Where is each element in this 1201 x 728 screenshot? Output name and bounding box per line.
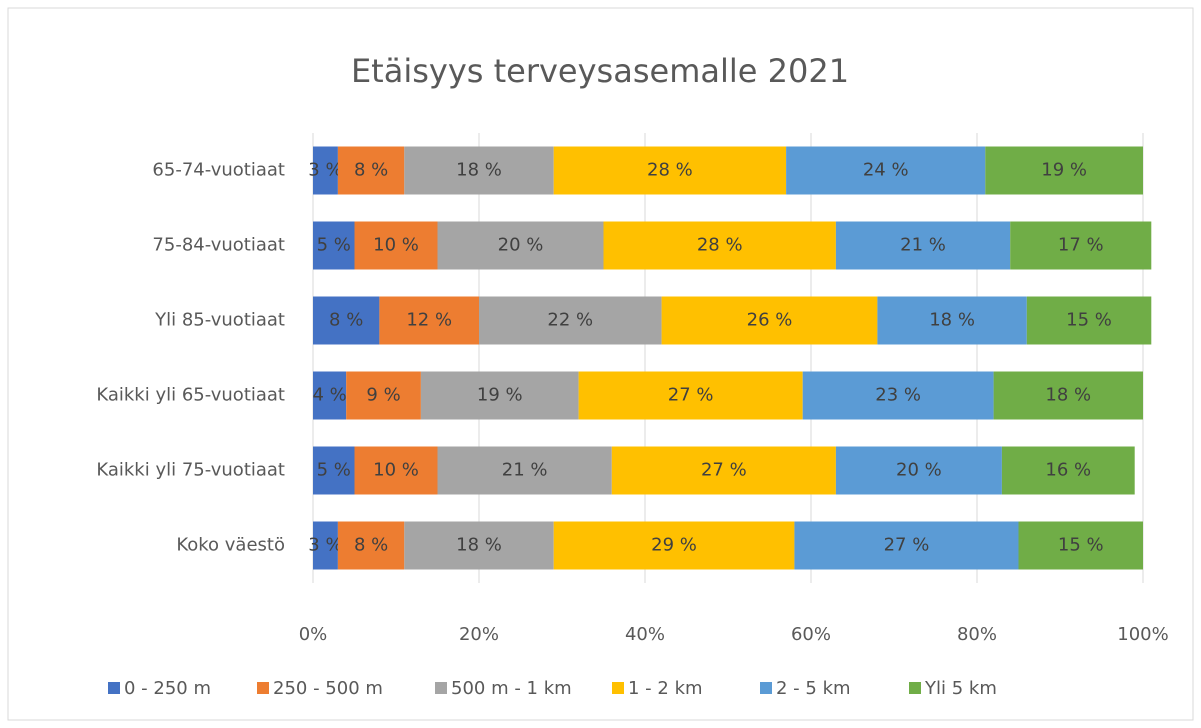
data-label: 21 % xyxy=(502,460,548,481)
legend-label: 1 - 2 km xyxy=(628,678,703,699)
data-label: 23 % xyxy=(875,385,921,406)
data-label: 26 % xyxy=(747,310,793,331)
x-tick-label: 0% xyxy=(299,624,328,645)
data-label: 10 % xyxy=(373,460,419,481)
bar-segment xyxy=(313,521,338,570)
y-tick-label: Kaikki yli 65-vuotiaat xyxy=(96,385,285,406)
data-label: 15 % xyxy=(1058,535,1104,556)
data-label: 3 % xyxy=(308,535,342,556)
legend-label: Yli 5 km xyxy=(924,678,997,699)
x-tick-label: 20% xyxy=(459,624,499,645)
data-label: 12 % xyxy=(406,310,452,331)
bar-segment xyxy=(313,146,338,195)
legend-label: 500 m - 1 km xyxy=(451,678,572,699)
data-label: 20 % xyxy=(896,460,942,481)
legend-swatch xyxy=(108,682,120,694)
bar-segment xyxy=(993,371,1143,420)
data-label: 18 % xyxy=(1045,385,1091,406)
bar-segment xyxy=(835,446,1002,495)
bar-segment xyxy=(578,371,803,420)
data-label: 18 % xyxy=(456,535,502,556)
bar-segment xyxy=(354,221,438,270)
bar-segment xyxy=(479,296,662,345)
bar-segment xyxy=(1018,521,1143,570)
legend-label: 0 - 250 m xyxy=(124,678,211,699)
bar-segment xyxy=(603,221,836,270)
y-tick-label: Koko väestö xyxy=(176,535,285,556)
data-label: 21 % xyxy=(900,235,946,256)
legend-swatch xyxy=(760,682,772,694)
bar-segment xyxy=(802,371,994,420)
data-label: 28 % xyxy=(697,235,743,256)
x-tick-label: 60% xyxy=(791,624,831,645)
bar-segment xyxy=(313,296,380,345)
bar-segment xyxy=(877,296,1027,345)
chart-border xyxy=(7,7,1194,721)
data-label: 5 % xyxy=(317,235,351,256)
bar-segment xyxy=(346,371,421,420)
bar-segment xyxy=(661,296,878,345)
bar-segment xyxy=(404,521,554,570)
data-label: 28 % xyxy=(647,160,693,181)
bar-segment xyxy=(379,296,479,345)
bar-segment xyxy=(354,446,438,495)
bar-segment xyxy=(1026,296,1152,345)
bar-segment xyxy=(313,221,355,270)
data-label: 16 % xyxy=(1045,460,1091,481)
x-tick-label: 80% xyxy=(957,624,997,645)
data-label: 27 % xyxy=(668,385,714,406)
legend-swatch xyxy=(909,682,921,694)
bar-segment xyxy=(611,446,836,495)
bar-segment xyxy=(1001,446,1135,495)
data-label: 20 % xyxy=(498,235,544,256)
data-label: 10 % xyxy=(373,235,419,256)
data-label: 3 % xyxy=(308,160,342,181)
bar-segment xyxy=(553,521,795,570)
data-label: 4 % xyxy=(312,385,346,406)
bar-segment xyxy=(985,146,1143,195)
legend-swatch xyxy=(435,682,447,694)
legend-swatch xyxy=(612,682,624,694)
data-label: 15 % xyxy=(1066,310,1112,331)
data-label: 8 % xyxy=(354,535,388,556)
legend-label: 250 - 500 m xyxy=(273,678,383,699)
x-tick-label: 100% xyxy=(1117,624,1168,645)
data-label: 8 % xyxy=(329,310,363,331)
data-label: 5 % xyxy=(317,460,351,481)
data-label: 29 % xyxy=(651,535,697,556)
data-label: 27 % xyxy=(701,460,747,481)
bar-segment xyxy=(313,371,347,420)
data-label: 22 % xyxy=(547,310,593,331)
data-label: 24 % xyxy=(863,160,909,181)
legend-label: 2 - 5 km xyxy=(776,678,851,699)
data-label: 27 % xyxy=(884,535,930,556)
bar-segment xyxy=(835,221,1011,270)
data-label: 18 % xyxy=(929,310,975,331)
bar-segment xyxy=(404,146,554,195)
y-tick-label: Yli 85-vuotiaat xyxy=(154,310,285,331)
data-label: 19 % xyxy=(1041,160,1087,181)
bar-segment xyxy=(553,146,787,195)
chart-title: Etäisyys terveysasemalle 2021 xyxy=(351,52,849,90)
data-label: 9 % xyxy=(366,385,400,406)
y-tick-label: 75-84-vuotiaat xyxy=(152,235,285,256)
bar-segment xyxy=(337,521,405,570)
data-label: 17 % xyxy=(1058,235,1104,256)
bar-segment xyxy=(437,446,612,495)
x-tick-label: 40% xyxy=(625,624,665,645)
bar-segment xyxy=(313,446,355,495)
bar-segment xyxy=(437,221,604,270)
bar-segment xyxy=(786,146,986,195)
data-label: 19 % xyxy=(477,385,523,406)
data-label: 8 % xyxy=(354,160,388,181)
bar-segment xyxy=(420,371,579,420)
bar-segment xyxy=(794,521,1019,570)
data-label: 18 % xyxy=(456,160,502,181)
bar-segment xyxy=(1010,221,1152,270)
legend-swatch xyxy=(257,682,269,694)
y-tick-label: 65-74-vuotiaat xyxy=(152,160,285,181)
y-tick-label: Kaikki yli 75-vuotiaat xyxy=(96,460,285,481)
bar-segment xyxy=(337,146,405,195)
